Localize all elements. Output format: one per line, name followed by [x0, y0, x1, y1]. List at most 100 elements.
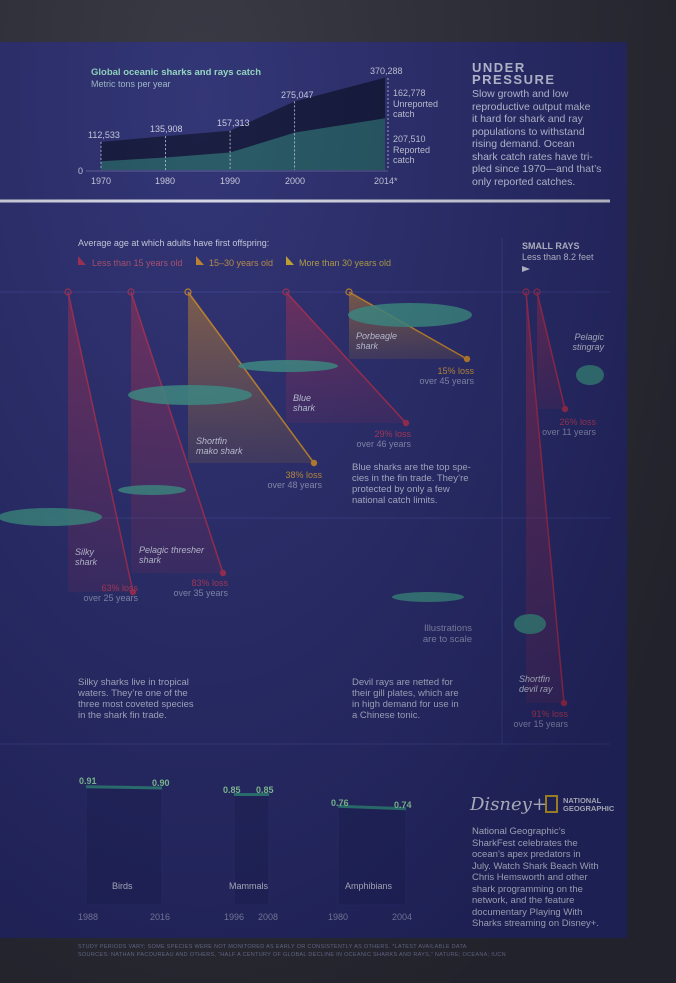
amphibians-year-end: 2004 — [392, 912, 413, 922]
unreported-label: Unreported catch — [393, 99, 439, 119]
mako-loss: 38% loss over 48 years — [267, 470, 322, 490]
devil-ray-label: Shortfin devil ray — [519, 674, 553, 694]
decline-start-dot-3 — [282, 288, 290, 296]
scale-note: Illustrations are to scale — [422, 623, 472, 645]
decline-line-2 — [187, 291, 315, 464]
decline-line-1 — [130, 291, 224, 574]
bar-top-amphibians — [337, 804, 407, 811]
porbeagle-shark-illustration — [348, 303, 472, 327]
decline-end-dot-2 — [310, 459, 318, 467]
decline-start-dot-1 — [127, 288, 135, 296]
decline-start-dot-2 — [184, 288, 192, 296]
legend-heading: Average age at which adults have first o… — [78, 238, 270, 248]
silky-shark-note: Silky sharks live in tropical waters. The… — [78, 677, 194, 721]
reported-value: 207,510 — [393, 134, 426, 144]
devil-ray-loss: 91% loss over 15 years — [513, 709, 568, 729]
amphibians-year-start: 1980 — [328, 912, 349, 922]
thresher-label: Pelagic thresher shark — [139, 545, 205, 565]
decline-end-dot-3 — [402, 419, 410, 427]
pressure-body: Slow growth and low reproductive output m… — [472, 88, 602, 188]
birds-year-end: 2016 — [150, 912, 171, 922]
disney-plus-logo: Disney+ — [470, 794, 547, 815]
silky-label: Silky shark — [75, 547, 98, 567]
birds-year-start: 1988 — [78, 912, 99, 922]
amphibians-start: 0.76 — [331, 798, 349, 808]
mammals-start: 0.85 — [223, 785, 241, 795]
catch-label-1970: 112,533 — [88, 130, 120, 140]
catch-year-markers — [100, 101, 296, 170]
mammals-year-start: 1996 — [224, 912, 245, 922]
legend-item-mid: 15–30 years old — [209, 258, 274, 268]
unreported-value: 162,778 — [393, 88, 426, 98]
blue-shark-illustration — [238, 360, 338, 372]
blue-loss: 29% loss over 46 years — [356, 429, 411, 449]
catch-chart-title: Global oceanic sharks and rays catch — [91, 67, 262, 78]
pressure-title-2: PRESSURE — [472, 72, 556, 87]
year-2000: 2000 — [285, 176, 306, 186]
devil-ray-illustration — [514, 614, 546, 634]
catch-label-1980: 135,908 — [150, 124, 183, 134]
year-1970: 1970 — [91, 176, 112, 186]
decline-line-6 — [525, 291, 565, 704]
footer-sources: SOURCES: NATHAN PACOUREAU AND OTHERS, “H… — [78, 952, 506, 958]
decline-start-dot-6 — [522, 288, 530, 296]
decline-line-5 — [536, 291, 566, 410]
blue-shark-note: Blue sharks are the top spe-cies in the … — [352, 462, 471, 506]
bar-top-birds — [85, 785, 163, 790]
diver-illustration — [392, 592, 464, 602]
stingray-illustration — [576, 365, 604, 385]
thresher-loss: 83% loss over 35 years — [173, 578, 228, 598]
blue-label: Blue shark — [293, 393, 316, 413]
year-1990: 1990 — [220, 176, 241, 186]
catch-label-2014: 370,288 — [370, 66, 403, 76]
decline-line-0 — [67, 291, 134, 593]
birds-end: 0.90 — [152, 778, 170, 788]
decline-start-dot-0 — [64, 288, 72, 296]
stingray-label: Pelagic stingray — [572, 332, 604, 352]
porbeagle-loss: 15% loss over 45 years — [419, 366, 474, 386]
mammals-year-end: 2008 — [258, 912, 279, 922]
footer-note: STUDY PERIODS VARY; SOME SPECIES WERE NO… — [78, 944, 467, 950]
decline-start-dot-4 — [345, 288, 353, 296]
reported-area — [101, 118, 385, 170]
pressure-title-1: UNDER — [472, 60, 526, 75]
catch-chart-subtitle: Metric tons per year — [91, 79, 171, 89]
decline-end-dot-6 — [560, 699, 568, 707]
stingray-loss: 26% loss over 11 years — [542, 417, 596, 437]
year-2014: 2014* — [374, 176, 398, 186]
decline-end-dot-0 — [129, 588, 137, 596]
mako-label: Shortfin mako shark — [196, 436, 243, 456]
catch-label-2000: 275,047 — [281, 90, 314, 100]
mammals-end: 0.85 — [256, 785, 274, 795]
birds-start: 0.91 — [79, 776, 97, 786]
decline-line-3 — [285, 291, 407, 424]
natgeo-logo — [545, 795, 558, 813]
mako-shark-illustration — [128, 385, 252, 405]
birds-label: Birds — [112, 881, 133, 891]
silky-shark-illustration — [0, 508, 102, 526]
thresher-shark-illustration — [118, 485, 186, 495]
amphibians-end: 0.74 — [394, 800, 412, 810]
natgeo-text: NATIONAL GEOGRAPHIC — [563, 796, 615, 813]
legend-item-old: More than 30 years old — [299, 258, 392, 268]
small-rays-title: SMALL RAYS — [522, 241, 580, 251]
catch-zero-label: 0 — [78, 166, 84, 176]
reported-label: Reported catch — [393, 145, 431, 165]
decline-end-dot-1 — [219, 569, 227, 577]
mammals-label: Mammals — [229, 881, 269, 891]
porbeagle-label: Porbeagle shark — [356, 331, 398, 351]
amphibians-label: Amphibians — [345, 881, 393, 891]
small-rays-subtitle: Less than 8.2 feet — [522, 252, 594, 262]
decline-start-dot-5 — [533, 288, 541, 296]
legend-item-young: Less than 15 years old — [92, 258, 183, 268]
devil-ray-note: Devil rays are netted for their gill plat… — [352, 677, 459, 721]
decline-end-dot-4 — [463, 355, 471, 363]
decline-end-dot-5 — [561, 405, 569, 413]
promo-text: National Geographic’s SharkFest celebrate… — [472, 826, 599, 929]
year-1980: 1980 — [155, 176, 176, 186]
